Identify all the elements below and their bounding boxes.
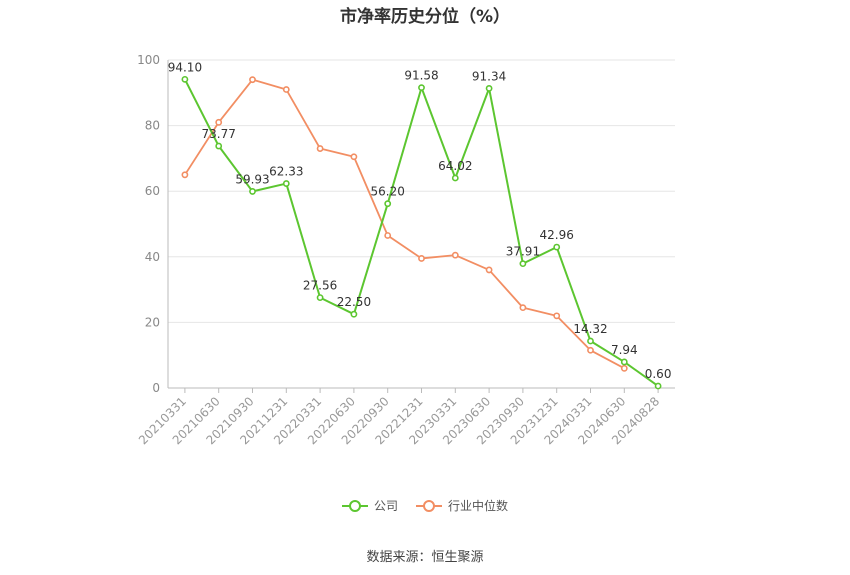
data-label: 62.33 xyxy=(269,165,303,179)
legend-item-company[interactable]: 公司 xyxy=(341,497,398,514)
data-source: 数据来源：恒生聚源 xyxy=(366,550,484,565)
legend-label-company: 公司 xyxy=(373,499,398,513)
industry-median-point xyxy=(485,266,493,274)
industry-median-point xyxy=(249,76,256,84)
company-point xyxy=(587,337,594,345)
y-tick-label: 80 xyxy=(145,119,160,133)
y-tick-label: 60 xyxy=(145,184,160,198)
line-chart: 0204060801002021033120210630202109302021… xyxy=(136,53,675,447)
company-point xyxy=(451,174,459,182)
series-lines xyxy=(181,75,662,390)
company-point xyxy=(553,243,561,251)
data-label: 91.58 xyxy=(404,69,438,83)
industry-median-point xyxy=(350,153,358,161)
data-label: 0.60 xyxy=(645,367,672,381)
industry-median-point xyxy=(418,255,425,262)
industry-median-point xyxy=(282,86,290,93)
y-tick-label: 40 xyxy=(145,250,160,264)
data-label: 64.02 xyxy=(438,159,472,173)
y-tick-label: 20 xyxy=(145,315,160,329)
data-label: 73.77 xyxy=(202,127,236,141)
data-label: 91.34 xyxy=(472,69,506,83)
industry-median-point xyxy=(553,312,561,320)
industry-median-point xyxy=(181,171,189,179)
y-tick-label: 100 xyxy=(137,53,160,67)
data-label: 59.93 xyxy=(235,172,269,186)
data-label: 37.91 xyxy=(506,245,540,259)
legend: 公司 行业中位数 xyxy=(0,497,850,514)
industry-median-point xyxy=(587,346,594,354)
data-label: 14.32 xyxy=(573,322,607,336)
industry-median-point xyxy=(215,118,223,126)
company-point xyxy=(384,200,392,208)
industry-median-point xyxy=(620,364,628,372)
grid-lines xyxy=(168,59,675,323)
legend-swatch-industry-median xyxy=(416,499,442,513)
company-point xyxy=(316,294,324,302)
company-point xyxy=(620,358,628,366)
company-point xyxy=(181,75,189,83)
chart-title: 市净率历史分位（%） xyxy=(339,7,511,27)
legend-item-industry-median[interactable]: 行业中位数 xyxy=(416,497,508,514)
industry-median-point xyxy=(519,304,527,312)
company-point xyxy=(249,188,256,195)
data-label: 22.50 xyxy=(337,295,371,309)
data-label: 7.94 xyxy=(611,343,638,357)
data-label: 94.10 xyxy=(168,60,202,74)
data-label: 56.20 xyxy=(371,185,405,199)
company-point xyxy=(654,382,662,390)
company-point xyxy=(519,260,527,268)
industry-median-point xyxy=(316,145,324,152)
y-tick-label: 0 xyxy=(152,381,160,395)
data-label: 27.56 xyxy=(303,279,337,293)
company-point xyxy=(215,142,223,150)
industry-median-point xyxy=(451,251,459,259)
legend-label-industry-median: 行业中位数 xyxy=(448,499,509,513)
industry-median-point xyxy=(384,232,392,239)
company-point xyxy=(282,180,290,187)
company-point xyxy=(418,84,425,92)
industry-median-series-line xyxy=(184,78,625,370)
data-label: 42.96 xyxy=(540,228,574,242)
company-point xyxy=(350,310,358,318)
company-point xyxy=(485,85,493,92)
legend-swatch-company xyxy=(341,499,368,513)
axes: 0204060801002021033120210630202109302021… xyxy=(136,53,675,447)
